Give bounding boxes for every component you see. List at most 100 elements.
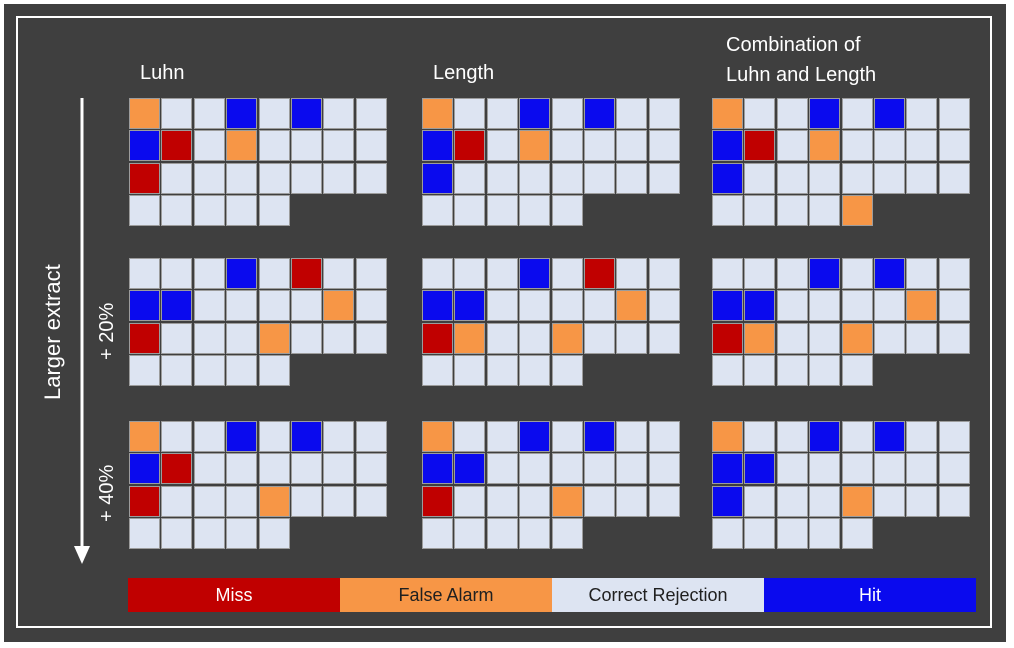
grid-cell	[291, 258, 322, 289]
column-title-length: Length	[433, 62, 495, 84]
grid-cell	[454, 322, 486, 354]
column-title-luhn: Luhn	[140, 62, 185, 84]
grid-cell	[938, 485, 970, 517]
grid-cell	[129, 162, 160, 194]
grid-cell	[906, 290, 938, 322]
grid-cell	[193, 355, 225, 387]
grid-cell	[161, 130, 193, 162]
grid-cell	[616, 485, 648, 517]
grid-cell	[744, 421, 776, 452]
grid-cell	[161, 485, 193, 517]
grid-cell	[193, 421, 225, 452]
grid-cell	[226, 453, 258, 485]
legend-correct-rejection: Correct Rejection	[552, 578, 764, 612]
grid-cell	[323, 322, 355, 354]
grid-cell	[226, 98, 258, 129]
grid-cell	[193, 485, 225, 517]
grid-cell	[486, 98, 518, 129]
grid-cell	[355, 258, 387, 289]
grid-cell	[809, 98, 841, 129]
grid-cell	[809, 355, 841, 387]
grid-cell	[454, 258, 486, 289]
grid-cell	[584, 421, 615, 452]
grid-cell	[258, 453, 290, 485]
grid-cell	[874, 258, 905, 289]
down-arrow-icon	[74, 98, 90, 564]
grid-cell	[193, 322, 225, 354]
grid-cell	[193, 98, 225, 129]
grid-cell	[129, 421, 160, 452]
grid-cell	[776, 355, 808, 387]
grid-cell	[454, 98, 486, 129]
grid-cell	[906, 421, 938, 452]
grid-cell	[744, 98, 776, 129]
grid-cell	[486, 485, 518, 517]
grid-cell	[323, 98, 355, 129]
grid-cell	[776, 290, 808, 322]
grid-cell	[258, 195, 290, 227]
grid-cell	[129, 453, 160, 485]
grid-cell	[422, 518, 453, 550]
grid-cell	[712, 485, 743, 517]
grid-cell	[841, 290, 873, 322]
grid-cell	[648, 290, 680, 322]
grid-cell	[551, 290, 583, 322]
grid-cell	[776, 258, 808, 289]
grid-cell	[648, 130, 680, 162]
grid-cell	[193, 453, 225, 485]
grid-cell	[616, 453, 648, 485]
grid-cell	[486, 195, 518, 227]
grid-cell	[454, 421, 486, 452]
grid-cell	[323, 162, 355, 194]
grid-cell	[129, 485, 160, 517]
grid-cell	[712, 322, 743, 354]
grid-cell	[355, 98, 387, 129]
grid-cell	[776, 322, 808, 354]
grid-cell	[486, 258, 518, 289]
grid-cell	[422, 421, 453, 452]
grid-cell	[291, 453, 322, 485]
grid-cell	[906, 162, 938, 194]
grid-cell	[584, 98, 615, 129]
grid-cell	[551, 322, 583, 354]
legend-hit-label: Hit	[859, 584, 881, 605]
grid-cell	[584, 290, 615, 322]
grid-cell	[422, 322, 453, 354]
grid-cell	[551, 518, 583, 550]
grid-cell	[355, 130, 387, 162]
grid-cell	[551, 162, 583, 194]
grid-cell	[712, 355, 743, 387]
grid-cell	[422, 162, 453, 194]
grid-cell	[906, 322, 938, 354]
grid-cell	[874, 453, 905, 485]
grid-cell	[551, 421, 583, 452]
grid-cell	[519, 421, 551, 452]
grid-cell	[226, 485, 258, 517]
grid-cell	[291, 162, 322, 194]
grid-cell	[712, 258, 743, 289]
grid-cell	[291, 130, 322, 162]
grid-cell	[809, 258, 841, 289]
legend-hit: Hit	[764, 578, 976, 612]
grid-cell	[938, 258, 970, 289]
grid-cell	[226, 130, 258, 162]
grid-cell	[161, 195, 193, 227]
grid-cell	[776, 98, 808, 129]
legend: Miss False Alarm Correct Rejection Hit	[128, 578, 976, 612]
grid-cell	[874, 130, 905, 162]
grid-cell	[841, 195, 873, 227]
grid-cell	[486, 518, 518, 550]
grid-cell	[519, 130, 551, 162]
grid-cell	[129, 355, 160, 387]
grid-cell	[551, 485, 583, 517]
grid-cell	[938, 162, 970, 194]
grid-cell	[841, 485, 873, 517]
grid-cell	[323, 130, 355, 162]
grid-cell	[422, 485, 453, 517]
grid-cell	[584, 162, 615, 194]
grid-cell	[584, 322, 615, 354]
grid-cell	[712, 162, 743, 194]
grid-cell	[454, 130, 486, 162]
grid-cell	[129, 322, 160, 354]
grid-cell	[841, 258, 873, 289]
